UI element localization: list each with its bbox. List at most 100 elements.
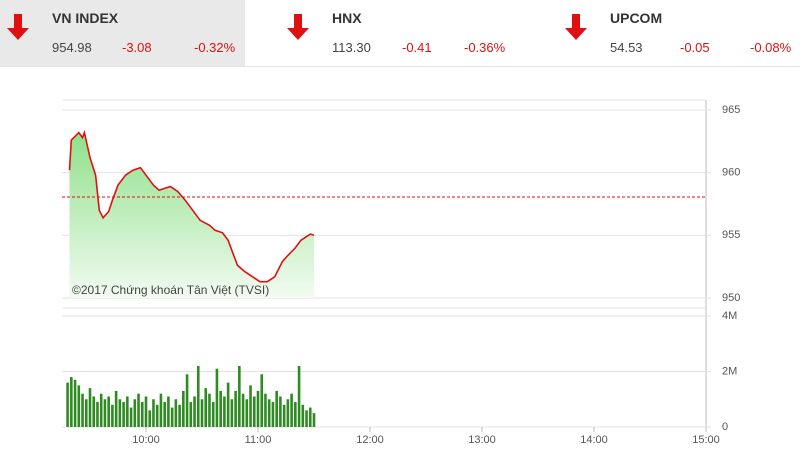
index-panel[interactable]: UPCOM 54.53 -0.05 -0.08% [558, 0, 800, 66]
x-tick-label: 10:00 [132, 434, 160, 446]
volume-bar [286, 399, 290, 427]
volume-bar [81, 393, 84, 427]
volume-bar [174, 399, 178, 427]
index-value: 54.53 [610, 40, 643, 55]
volume-bar [152, 399, 155, 427]
volume-bar [144, 396, 148, 427]
volume-bar [193, 396, 196, 427]
index-percent: -0.08% [750, 40, 792, 55]
volume-bar [148, 410, 152, 427]
index-percent: -0.36% [464, 40, 506, 55]
volume-bar [312, 413, 316, 427]
volume-bar [84, 399, 88, 427]
index-panel[interactable]: HNX 113.30 -0.41 -0.36% [280, 0, 525, 66]
volume-bar [178, 404, 181, 427]
down-arrow [7, 14, 29, 40]
index-value: 954.98 [52, 40, 92, 55]
index-name: UPCOM [610, 10, 663, 26]
volume-bar [204, 388, 208, 427]
volume-bar [279, 396, 282, 427]
volume-bar [96, 402, 99, 427]
volume-bar [208, 393, 211, 427]
volume-bar [133, 399, 137, 427]
volume-bar [219, 390, 222, 427]
volume-bar [99, 393, 103, 427]
volume-bar [264, 393, 267, 427]
y-tick-label: 950 [722, 292, 740, 304]
y-tick-label: 960 [722, 167, 740, 179]
y-tick-label: 2M [722, 365, 737, 377]
volume-bar [77, 385, 81, 427]
volume-bar [294, 402, 297, 427]
down-arrow [287, 14, 309, 40]
volume-bar [249, 385, 252, 427]
volume-bar [297, 365, 301, 427]
volume-bar [189, 402, 193, 427]
volume-bar [241, 393, 245, 427]
index-value: 113.30 [332, 40, 371, 55]
volume-bar [170, 407, 174, 427]
price-line [68, 129, 315, 283]
volume-bar [196, 365, 200, 427]
volume-bar [305, 410, 308, 427]
volume-bar [129, 407, 133, 427]
x-tick-label: 15:00 [692, 434, 720, 446]
volume-bar [88, 388, 92, 427]
index-change: -0.05 [680, 40, 710, 55]
volume-bar [230, 399, 234, 427]
x-tick-label: 14:00 [580, 434, 608, 446]
y-tick-label: 4M [722, 310, 737, 322]
index-name: VN INDEX [52, 10, 119, 26]
volume-bar [200, 399, 204, 427]
volume-bar [256, 390, 260, 427]
x-tick-label: 11:00 [245, 434, 272, 446]
index-panel[interactable]: VN INDEX 954.98 -3.08 -0.32% [0, 0, 245, 66]
index-name: HNX [332, 10, 362, 26]
volume-bar [290, 393, 293, 427]
volume-bar [140, 402, 144, 427]
volume-bar [118, 399, 122, 427]
volume-bar [66, 382, 69, 427]
y-tick-label: 955 [722, 229, 740, 241]
volume-bar [211, 402, 215, 427]
index-percent: -0.32% [194, 40, 236, 55]
annotation: ©2017 Chứng khoán Tân Việt (TVSI) [72, 283, 269, 297]
volume-bar [111, 404, 114, 427]
volume-bar [275, 390, 278, 427]
volume-bar [185, 374, 189, 427]
volume-bar [215, 368, 219, 427]
x-tick-label: 13:00 [468, 434, 496, 446]
divider [0, 66, 800, 67]
volume-bar [114, 390, 118, 427]
volume-bar [245, 399, 249, 427]
area [69, 132, 314, 298]
volume-bar [182, 390, 185, 427]
index-change: -0.41 [402, 40, 432, 55]
volume-bar [260, 374, 264, 427]
volume-bar [163, 402, 166, 427]
down-arrow [565, 14, 587, 40]
volume-bar [137, 393, 140, 427]
volume-bar [122, 402, 125, 427]
volume-bar [73, 379, 77, 427]
volume-bar [282, 404, 286, 427]
volume-bar [103, 399, 107, 427]
volume-bar [271, 402, 275, 427]
volume-bar [308, 407, 312, 427]
volume-bar [226, 382, 230, 427]
volume-bar [155, 404, 159, 427]
volume-bar [70, 377, 73, 427]
volume-bar [252, 396, 256, 427]
volume-bar [159, 393, 163, 427]
volume-bar [223, 396, 226, 427]
volume-bar [267, 399, 271, 427]
volume-bar [234, 390, 237, 427]
volume-bar [92, 396, 96, 427]
index-change: -3.08 [122, 40, 152, 55]
x-tick-label: 12:00 [356, 434, 384, 446]
volume-bar [107, 396, 110, 427]
volume-bar [238, 365, 241, 427]
y-tick-label: 0 [722, 421, 728, 433]
